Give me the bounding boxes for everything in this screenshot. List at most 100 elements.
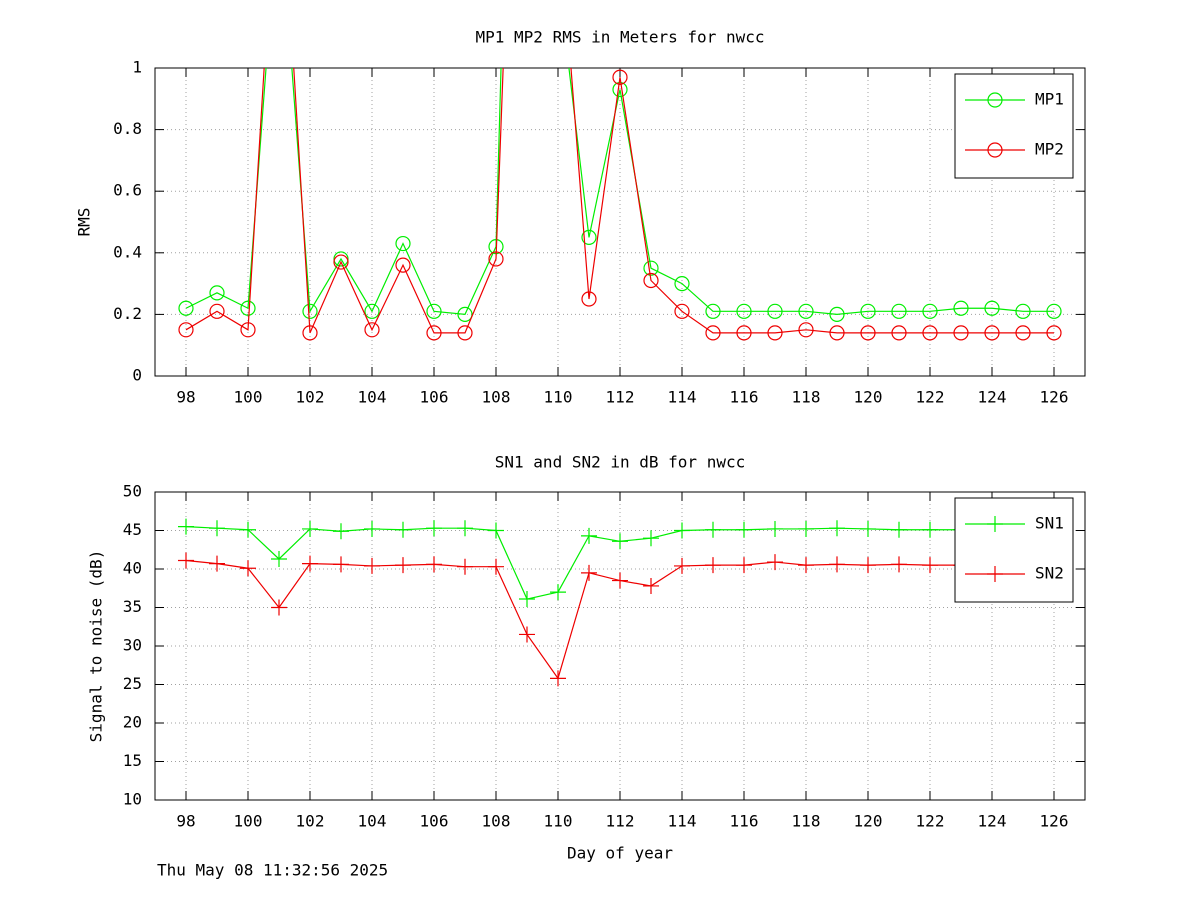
- data-point: [209, 285, 225, 301]
- data-point: [798, 557, 814, 574]
- data-point: [395, 557, 411, 574]
- data-point: [922, 303, 938, 319]
- data-point: [736, 303, 752, 319]
- y-tick-label: 0: [132, 366, 142, 385]
- y-tick-label: 0.8: [113, 119, 142, 138]
- data-point: [953, 325, 969, 341]
- data-point: [240, 300, 256, 316]
- legend-marker: [987, 516, 1003, 532]
- x-tick-label: 116: [730, 388, 759, 407]
- x-tick-label: 122: [916, 812, 945, 831]
- legend-marker: [987, 92, 1003, 108]
- data-point: [1046, 303, 1062, 319]
- y-tick-label: 0.4: [113, 242, 142, 261]
- data-point: [891, 303, 907, 319]
- x-tick-label: 118: [792, 388, 821, 407]
- data-point: [488, 522, 504, 539]
- x-tick-label: 114: [668, 812, 697, 831]
- y-tick-label: 0.2: [113, 304, 142, 323]
- y-tick-label: 10: [123, 790, 142, 809]
- legend-label: MP1: [1035, 90, 1064, 109]
- data-point: [767, 303, 783, 319]
- data-point: [457, 306, 473, 322]
- x-tick-label: 106: [420, 388, 449, 407]
- y-tick-label: 30: [123, 636, 142, 655]
- data-point: [426, 556, 442, 573]
- data-point: [581, 527, 597, 544]
- y-tick-label: 25: [123, 674, 142, 693]
- data-point: [519, 626, 535, 643]
- x-axis-label: Day of year: [567, 844, 673, 863]
- x-tick-label: 116: [730, 812, 759, 831]
- data-point: [953, 300, 969, 316]
- data-point: [178, 552, 194, 569]
- chart-title: MP1 MP2 RMS in Meters for nwcc: [476, 28, 765, 47]
- x-tick-label: 114: [668, 388, 697, 407]
- x-tick-label: 104: [358, 388, 387, 407]
- x-tick-label: 126: [1040, 812, 1069, 831]
- data-point: [922, 325, 938, 341]
- data-point: [674, 522, 690, 539]
- y-axis-label: RMS: [75, 208, 94, 237]
- legend-label: MP2: [1035, 140, 1064, 159]
- data-line: [185, 68, 1054, 334]
- data-point: [209, 520, 225, 537]
- y-tick-label: 35: [123, 597, 142, 616]
- x-tick-label: 126: [1040, 388, 1069, 407]
- data-point: [674, 276, 690, 292]
- data-point: [705, 521, 721, 538]
- x-tick-label: 100: [234, 388, 263, 407]
- data-point: [798, 303, 814, 319]
- x-tick-label: 104: [358, 812, 387, 831]
- data-point: [519, 591, 535, 608]
- data-point: [705, 325, 721, 341]
- data-point: [736, 557, 752, 574]
- data-point: [612, 572, 628, 589]
- data-point: [1015, 303, 1031, 319]
- data-point: [333, 254, 349, 270]
- data-point: [209, 303, 225, 319]
- data-point: [550, 670, 566, 687]
- x-tick-label: 122: [916, 388, 945, 407]
- data-point: [240, 322, 256, 338]
- data-point: [271, 550, 287, 567]
- x-tick-label: 108: [482, 812, 511, 831]
- data-point: [488, 251, 504, 267]
- data-point: [302, 555, 318, 572]
- plot-area: [178, 68, 1062, 341]
- x-tick-label: 120: [854, 812, 883, 831]
- legend-label: SN2: [1035, 564, 1064, 583]
- data-point: [860, 325, 876, 341]
- x-tick-label: 120: [854, 388, 883, 407]
- plot-area: [178, 518, 1062, 687]
- data-point: [860, 520, 876, 537]
- legend-box: [954, 73, 1074, 179]
- data-point: [829, 306, 845, 322]
- plot-frame: [154, 67, 1086, 377]
- chart-title: SN1 and SN2 in dB for nwcc: [495, 453, 745, 472]
- data-point: [395, 257, 411, 273]
- data-point: [581, 229, 597, 245]
- x-tick-label: 124: [978, 812, 1007, 831]
- data-point: [891, 325, 907, 341]
- data-point: [922, 521, 938, 538]
- legend-label: SN1: [1035, 514, 1064, 533]
- data-point: [798, 322, 814, 338]
- data-point: [178, 300, 194, 316]
- data-point: [705, 303, 721, 319]
- y-tick-label: 1: [132, 58, 142, 77]
- data-point: [736, 521, 752, 538]
- data-point: [271, 599, 287, 616]
- data-point: [984, 325, 1000, 341]
- y-axis-label: Signal to noise (dB): [87, 550, 106, 743]
- x-tick-label: 102: [296, 812, 325, 831]
- data-point: [209, 555, 225, 572]
- legend-marker: [987, 566, 1003, 582]
- x-tick-label: 100: [234, 812, 263, 831]
- data-point: [612, 533, 628, 550]
- y-tick-label: 15: [123, 751, 142, 770]
- data-point: [581, 564, 597, 581]
- data-point: [829, 556, 845, 573]
- plot-frame: [154, 491, 1086, 801]
